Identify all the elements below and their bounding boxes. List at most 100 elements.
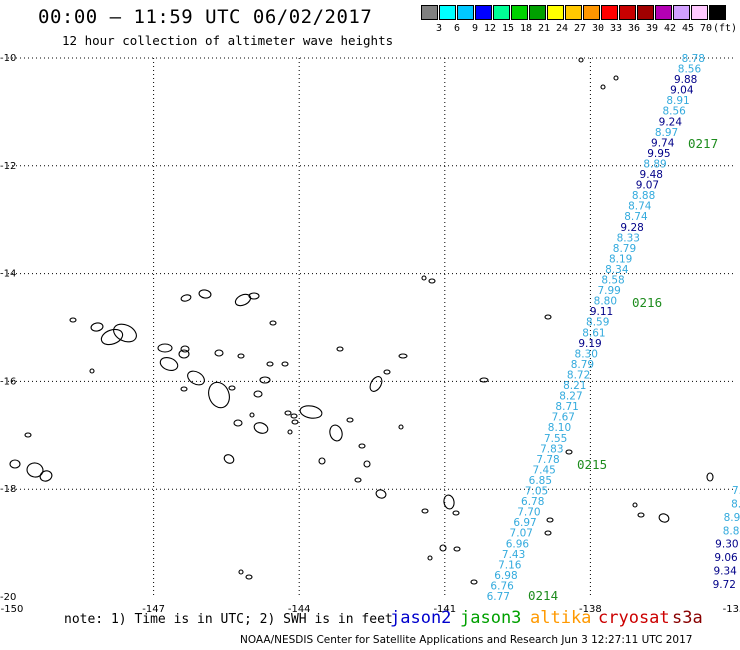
scale-swatch	[583, 5, 600, 20]
island-outline	[249, 412, 255, 418]
island-outline	[363, 460, 371, 468]
island-outline	[266, 361, 274, 367]
satellite-legend-cryosat: cryosat	[598, 608, 670, 628]
wave-height-value: 9.28	[620, 222, 643, 234]
island-outline	[113, 323, 137, 343]
wave-height-value: 7.45	[532, 464, 555, 476]
scale-label: 42	[663, 23, 676, 34]
footer-note: note: 1) Time is in UTC; 2) SWH is in fe…	[64, 612, 393, 627]
satellite-legend-jason2: jason2	[390, 608, 452, 628]
wave-height-value: 8.79	[571, 359, 594, 371]
island-outline	[208, 381, 230, 409]
credit-line: NOAA/NESDIS Center for Satellite Applica…	[240, 634, 693, 646]
island-outline	[299, 405, 323, 419]
island-outline	[39, 470, 53, 482]
island-outline	[578, 57, 584, 63]
island-outline	[253, 390, 263, 398]
island-outline	[180, 345, 190, 353]
wave-height-value: 8.97	[655, 127, 678, 139]
wave-height-value: 8.71	[555, 401, 578, 413]
island-outline	[228, 385, 236, 391]
scale-swatch	[547, 5, 564, 20]
island-outline	[245, 574, 253, 580]
island-outline	[632, 502, 638, 508]
axis-tick-labels: -150 -147 -144 -141 -138 -135 -10 -12 -14 -16 -18 -…	[0, 53, 740, 615]
scale-swatch	[601, 5, 618, 20]
lon-label: -144	[288, 604, 311, 615]
satellite-legend-s3a: s3a	[672, 608, 703, 628]
wave-height-value: 8.33	[617, 232, 640, 244]
island-outline	[565, 449, 573, 455]
lat-label: -14	[0, 269, 16, 280]
island-outline	[159, 357, 179, 371]
island-outline	[369, 376, 383, 392]
wave-height-value: 9.88	[674, 74, 697, 86]
wave-height-value: 8.56	[678, 64, 702, 76]
pass-time-labels: 0217 0216 0215 0214	[528, 136, 718, 603]
wave-height-value: 6.76	[490, 580, 514, 592]
wave-height-value: 7.99	[597, 285, 620, 297]
island-outline	[428, 278, 436, 284]
island-outline	[291, 419, 299, 425]
island-outline	[398, 424, 404, 430]
lon-label: -147	[142, 604, 165, 615]
lat-lon-grid	[8, 57, 736, 597]
wave-height-value: 9.74	[651, 137, 675, 149]
island-outline	[238, 569, 244, 575]
scale-label: 12	[483, 23, 496, 34]
wave-height-value: 9.30	[715, 539, 738, 551]
wave-height-value: 6.78	[521, 496, 544, 508]
wave-height-value: 8.27	[559, 391, 582, 403]
island-outline	[600, 84, 606, 90]
island-outline	[269, 320, 277, 326]
wave-height-value: 6.97	[513, 517, 536, 529]
island-outline	[24, 432, 32, 438]
wave-height-value: 9.24	[659, 116, 683, 128]
lon-label: -141	[433, 604, 456, 615]
island-outline	[329, 424, 343, 442]
scale-swatch	[439, 5, 456, 20]
scale-label: 70	[699, 23, 712, 34]
island-outline	[470, 579, 478, 585]
island-outline	[9, 459, 21, 469]
wave-height-value: 9.95	[647, 148, 670, 160]
island-outline	[452, 510, 460, 516]
wave-height-value: 8.80	[594, 296, 617, 308]
island-outline	[383, 369, 391, 375]
scale-label: 3	[435, 23, 442, 34]
island-outline	[178, 349, 190, 359]
wave-height-value: 8.89	[643, 158, 666, 170]
scale-swatch	[493, 5, 510, 20]
wave-height-value: 8.	[731, 498, 740, 510]
island-outline	[214, 349, 224, 357]
island-outline	[375, 489, 387, 499]
island-outline	[284, 410, 292, 416]
wave-height-value: 8.59	[586, 317, 609, 329]
island-outline	[248, 292, 260, 300]
wave-height-value: 8.34	[605, 264, 629, 276]
scale-swatch	[421, 5, 438, 20]
wave-height-value: 8.30	[575, 348, 598, 360]
island-outline	[613, 75, 619, 81]
island-outline	[290, 413, 298, 419]
wave-height-value: 8.56	[662, 106, 686, 118]
scale-label: 18	[519, 23, 532, 34]
wave-height-value: 7.	[732, 485, 740, 497]
wave-height-value: 8.79	[613, 243, 636, 255]
island-outline	[157, 343, 173, 353]
wave-height-value: 9.06	[714, 552, 738, 564]
island-outline	[421, 508, 429, 514]
scale-swatch	[691, 5, 708, 20]
pass-time-label: 0217	[688, 136, 718, 151]
island-outline	[427, 555, 433, 561]
lat-label: -20	[0, 592, 16, 603]
scale-label: 27	[573, 23, 586, 34]
map-subtitle: 12 hour collection of altimeter wave hei…	[62, 33, 394, 48]
scale-swatch	[529, 5, 546, 20]
wave-height-value: 6.77	[487, 591, 510, 603]
wave-height-value: 9.11	[590, 306, 613, 318]
map-title: 00:00 – 11:59 UTC 06/02/2017	[38, 6, 373, 28]
wave-height-value: 9.07	[636, 180, 659, 192]
wave-height-value: 6.98	[494, 570, 517, 582]
